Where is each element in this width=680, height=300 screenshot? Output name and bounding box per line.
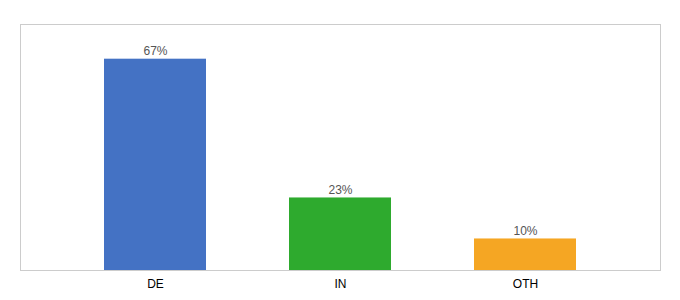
svg-text:OTH: OTH [513, 277, 538, 291]
svg-text:IN: IN [335, 277, 347, 291]
svg-text:67%: 67% [143, 44, 167, 58]
svg-text:DE: DE [147, 277, 164, 291]
svg-text:10%: 10% [513, 224, 537, 238]
svg-text:23%: 23% [328, 183, 352, 197]
